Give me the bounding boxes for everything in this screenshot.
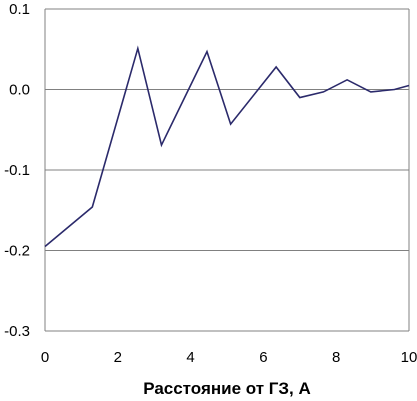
x-tick-label: 8 <box>332 349 340 366</box>
x-tick-label: 0 <box>41 349 49 366</box>
y-tick-label: -0.1 <box>4 162 30 179</box>
tick-labels: 0.1 0.0 -0.1 -0.2 -0.3 0 2 4 6 8 10 <box>4 1 417 366</box>
x-tick-label: 10 <box>401 349 417 366</box>
series-line <box>44 45 410 248</box>
y-tick-label: -0.2 <box>4 243 30 260</box>
y-tick-label: 0.0 <box>9 82 30 99</box>
x-tick-label: 6 <box>259 349 267 366</box>
x-axis-label: Расстояние от ГЗ, A <box>143 379 311 398</box>
y-tick-label: 0.1 <box>9 1 30 18</box>
grid-lines <box>45 8 409 332</box>
axes <box>44 9 410 331</box>
x-tick-label: 2 <box>114 349 122 366</box>
series-layer <box>44 45 410 248</box>
x-tick-label: 4 <box>186 349 194 366</box>
y-tick-label: -0.3 <box>4 323 30 340</box>
